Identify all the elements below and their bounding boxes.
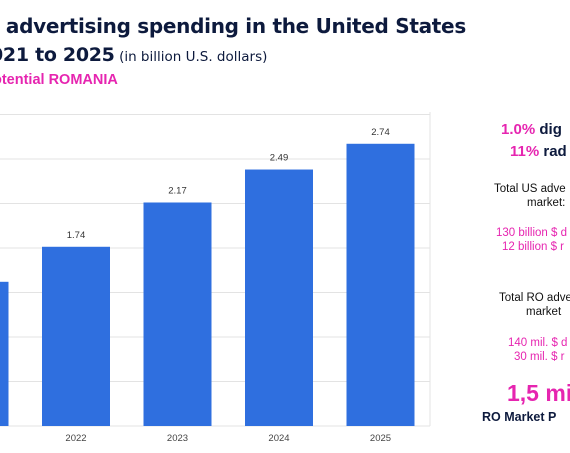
data-label-2025: 2.74 <box>371 127 390 138</box>
subtitle-unit: (in billion U.S. dollars) <box>119 49 268 65</box>
ro-total-label: Total RO adve <box>499 292 570 304</box>
chart-title: t advertising spending in the United Sta… <box>0 14 466 38</box>
digital-share-percent: 1.0% <box>501 121 536 138</box>
radio-share-percent: 11% <box>510 143 540 160</box>
ro-digital-value: 140 mil. $ d <box>508 337 568 349</box>
data-label-2024: 2.49 <box>270 153 289 164</box>
radio-share-line: 11% rad <box>510 143 567 160</box>
chart-subtitle: 021 to 2025 (in billion U.S. dollars) <box>0 44 267 66</box>
data-label-2022: 1.74 <box>67 230 86 241</box>
us-total-label-2: market: <box>527 197 566 209</box>
bar-2023 <box>143 202 212 426</box>
digital-share-text: dig <box>539 121 562 138</box>
potential-label: otential ROMANIA <box>0 72 118 88</box>
bars <box>0 143 415 426</box>
bar-2021 <box>0 281 9 426</box>
bar-2022 <box>42 246 110 426</box>
x-tick-2024: 2024 <box>268 433 289 444</box>
data-labels: 1.74 2.17 2.49 2.74 <box>67 127 390 241</box>
x-tick-2022: 2022 <box>65 433 86 444</box>
digital-share-line: 1.0% dig <box>501 121 562 138</box>
bar-chart: 1.74 2.17 2.49 2.74 2022 2023 2024 2025 <box>0 112 431 444</box>
radio-share-text: rad <box>543 143 567 160</box>
us-radio-value: 12 billion $ r <box>502 241 565 253</box>
us-total-label: Total US adve <box>494 183 566 195</box>
bar-2025 <box>346 143 415 426</box>
bar-2024 <box>245 169 313 426</box>
ro-total-label-2: market <box>526 306 562 318</box>
data-label-2023: 2.17 <box>168 185 187 196</box>
ro-potential-label: RO Market P <box>482 410 557 424</box>
x-tick-2023: 2023 <box>167 433 188 444</box>
ro-radio-value: 30 mil. $ r <box>514 351 565 363</box>
x-tick-labels: 2022 2023 2024 2025 <box>65 433 391 444</box>
subtitle-years: 021 to 2025 <box>0 44 115 66</box>
us-digital-value: 130 billion $ d <box>496 227 567 239</box>
x-tick-2025: 2025 <box>370 433 391 444</box>
ro-potential-value: 1,5 mi <box>507 380 570 406</box>
